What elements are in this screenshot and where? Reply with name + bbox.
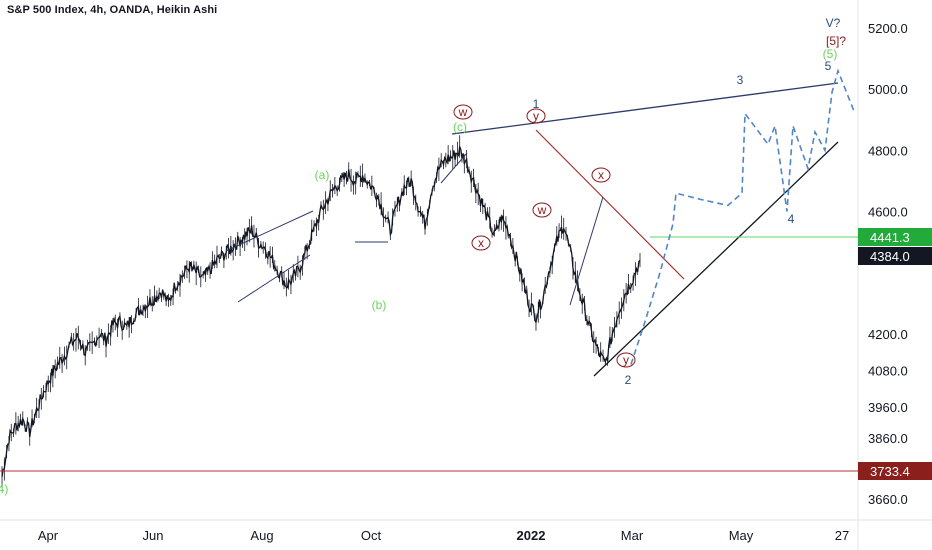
x-tick-label: 2022 — [517, 528, 546, 543]
y-tick-label: 5200.0 — [868, 21, 908, 36]
y-tick-label: 4200.0 — [868, 327, 908, 342]
projection-path — [630, 68, 856, 365]
wave-label: (a) — [315, 168, 330, 182]
y-tick-label: 3960.0 — [868, 400, 908, 415]
x-tick-label: Aug — [250, 528, 273, 543]
wave-label: y — [623, 353, 629, 367]
price-badge-label: 3733.4 — [870, 464, 910, 479]
channel-line — [440, 152, 468, 184]
wave-label: 3 — [737, 73, 744, 87]
wave-label-circle — [532, 202, 552, 218]
y-tick-label: 4600.0 — [868, 205, 908, 220]
projection-line — [630, 68, 856, 365]
price-badge — [858, 247, 932, 265]
y-axis: 5200.0 5000.0 4800.0 4600.0 4200.0 4080.0 3960… — [868, 21, 908, 507]
lower-wedge-line — [593, 141, 839, 377]
wave-label: x — [598, 168, 604, 182]
wave-label: V? — [826, 16, 841, 30]
wave-label: (c) — [453, 120, 467, 134]
x-tick-label: Apr — [38, 528, 59, 543]
y-tick-label: 3860.0 — [868, 431, 908, 446]
x-tick-label: Jun — [143, 528, 164, 543]
wave-label-circle — [616, 352, 636, 368]
price-badge-label: 4441.3 — [870, 230, 910, 245]
x-tick-label: 27 — [835, 528, 849, 543]
y-tick-label: 4080.0 — [868, 364, 908, 379]
x-axis: Apr Jun Aug Oct 2022 Mar May 27 — [38, 528, 849, 543]
y-tick-label: 5000.0 — [868, 82, 908, 97]
wave-label: (b) — [372, 298, 387, 312]
wave-label: [5]? — [826, 34, 846, 48]
wave-label: 4) — [0, 482, 8, 496]
price-line — [1, 146, 641, 477]
drawn-trendlines — [0, 82, 858, 472]
x-tick-label: May — [729, 528, 754, 543]
price-series — [1, 135, 641, 488]
wave-label-circle — [526, 108, 546, 124]
y-tick-label: 4800.0 — [868, 143, 908, 158]
price-badge — [858, 228, 932, 246]
red-channel-line — [535, 129, 685, 280]
price-badges: 4441.3 4384.0 3733.4 — [858, 228, 932, 480]
wave-label: 4 — [788, 212, 795, 226]
wave-label: 2 — [625, 373, 632, 387]
wave-label: y — [533, 109, 539, 123]
wave-label-circle — [453, 104, 473, 120]
chart-title: S&P 500 Index, 4h, OANDA, Heikin Ashi — [7, 4, 218, 16]
wave-label: w — [458, 105, 468, 119]
price-badge-label: 4384.0 — [870, 249, 910, 264]
wave-label: 5 — [825, 59, 832, 73]
channel-line — [237, 254, 311, 303]
upper-wedge-line — [451, 82, 839, 135]
wave-label: x — [478, 236, 484, 250]
wave-label: 1 — [533, 97, 540, 111]
wave-label: (5) — [823, 47, 838, 61]
channel-line — [569, 196, 604, 306]
wave-label-circle — [471, 235, 491, 251]
wave-label: w — [537, 203, 547, 217]
wave-label-circle — [591, 167, 611, 183]
channel-line — [225, 210, 314, 252]
price-badge — [858, 462, 932, 480]
x-tick-label: Mar — [621, 528, 644, 543]
x-tick-label: Oct — [361, 528, 382, 543]
y-tick-label: 3660.0 — [868, 492, 908, 507]
